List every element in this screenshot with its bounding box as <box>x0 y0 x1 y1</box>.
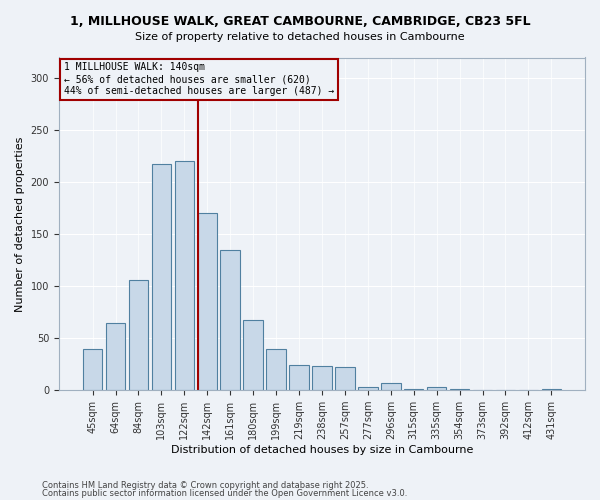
Bar <box>450 389 469 390</box>
Text: Contains HM Land Registry data © Crown copyright and database right 2025.: Contains HM Land Registry data © Crown c… <box>42 481 368 490</box>
Bar <box>312 366 332 390</box>
X-axis label: Distribution of detached houses by size in Cambourne: Distribution of detached houses by size … <box>171 445 473 455</box>
Bar <box>381 383 401 390</box>
Bar <box>175 162 194 390</box>
Text: Contains public sector information licensed under the Open Government Licence v3: Contains public sector information licen… <box>42 488 407 498</box>
Bar <box>427 387 446 390</box>
Bar <box>542 389 561 390</box>
Bar <box>358 387 377 390</box>
Text: Size of property relative to detached houses in Cambourne: Size of property relative to detached ho… <box>135 32 465 42</box>
Text: 1, MILLHOUSE WALK, GREAT CAMBOURNE, CAMBRIDGE, CB23 5FL: 1, MILLHOUSE WALK, GREAT CAMBOURNE, CAMB… <box>70 15 530 28</box>
Bar <box>83 348 103 390</box>
Text: 1 MILLHOUSE WALK: 140sqm
← 56% of detached houses are smaller (620)
44% of semi-: 1 MILLHOUSE WALK: 140sqm ← 56% of detach… <box>64 62 334 96</box>
Bar <box>244 320 263 390</box>
Bar <box>220 250 240 390</box>
Bar <box>197 214 217 390</box>
Bar <box>128 280 148 390</box>
Y-axis label: Number of detached properties: Number of detached properties <box>15 136 25 312</box>
Bar <box>404 389 424 390</box>
Bar <box>106 322 125 390</box>
Bar <box>335 368 355 390</box>
Bar <box>152 164 171 390</box>
Bar <box>266 348 286 390</box>
Bar <box>289 366 309 390</box>
